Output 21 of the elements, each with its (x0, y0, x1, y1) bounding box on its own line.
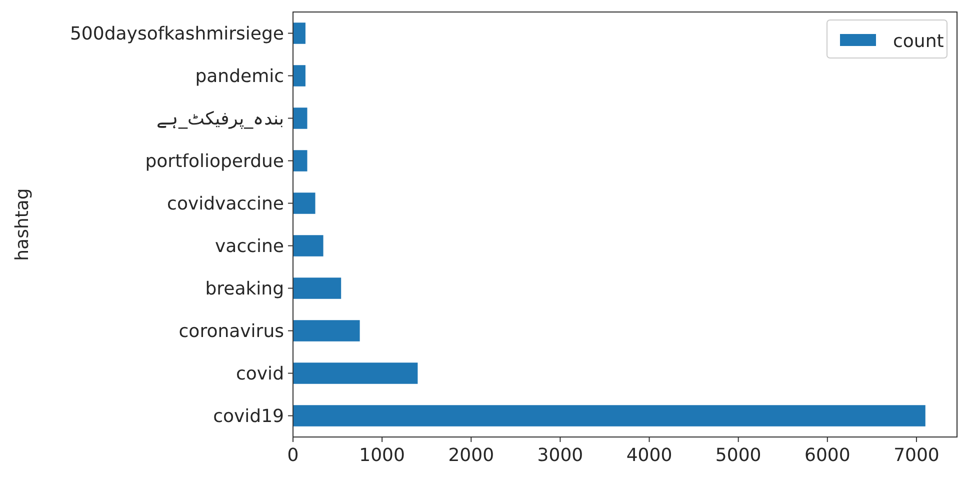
y-tick-label: بندہ_پرفیکٹ_ہے (156, 108, 284, 130)
y-tick-label: breaking (205, 278, 284, 300)
legend-label: count (893, 31, 944, 52)
y-tick-label: 500daysofkashmirsiege (70, 23, 284, 44)
y-tick-label: covid19 (213, 406, 284, 427)
y-axis-title: hashtag (12, 188, 33, 261)
legend: count (826, 20, 948, 58)
y-tick-label: portfolioperdue (145, 150, 284, 172)
x-tick-label: 5000 (715, 445, 762, 466)
x-tick-label: 7000 (894, 445, 940, 466)
y-tick-label: pandemic (195, 66, 284, 87)
y-tick-label: coronavirus (178, 320, 284, 342)
x-tick-label: 6000 (804, 445, 850, 466)
y-tick-label: covidvaccine (167, 193, 284, 214)
x-tick-label: 3000 (537, 445, 584, 466)
x-tick-label: 1000 (359, 445, 405, 466)
y-tick-label: covid (236, 363, 284, 384)
x-tick-label: 4000 (626, 445, 672, 466)
x-tick-label: 2000 (448, 445, 494, 466)
y-tick-label: vaccine (215, 236, 284, 257)
x-tick-label: 0 (287, 445, 299, 466)
